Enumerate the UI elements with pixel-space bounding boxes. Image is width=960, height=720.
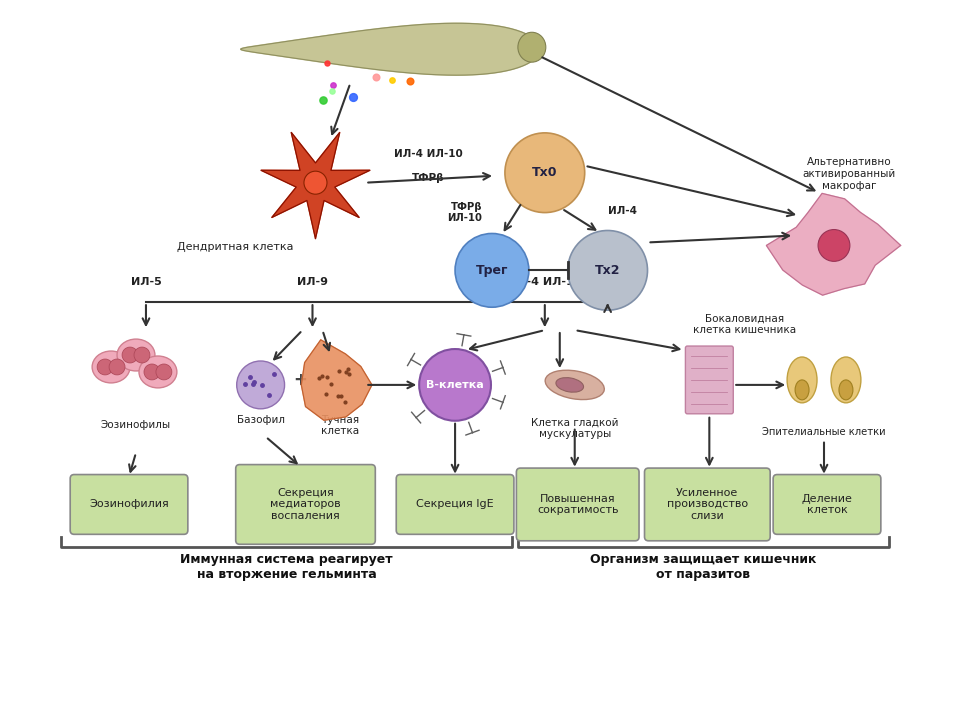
Text: Дендритная клетка: Дендритная клетка <box>178 243 294 253</box>
Text: Эозинофилы: Эозинофилы <box>101 420 171 430</box>
Circle shape <box>818 230 850 261</box>
Circle shape <box>237 361 284 409</box>
Circle shape <box>156 364 172 380</box>
Ellipse shape <box>517 32 546 62</box>
Polygon shape <box>261 132 370 238</box>
Text: ТФРβ: ТФРβ <box>412 173 444 183</box>
FancyBboxPatch shape <box>236 464 375 544</box>
Ellipse shape <box>831 357 861 402</box>
Ellipse shape <box>556 377 584 392</box>
FancyBboxPatch shape <box>644 468 770 541</box>
Text: Усиленное
производство
слизи: Усиленное производство слизи <box>667 488 748 521</box>
Circle shape <box>97 359 113 375</box>
Ellipse shape <box>545 370 604 400</box>
Text: Тучная
клетка: Тучная клетка <box>322 415 359 436</box>
Text: Деление
клеток: Деление клеток <box>802 494 852 516</box>
Polygon shape <box>241 23 540 75</box>
Text: Бокаловидная
клетка кишечника: Бокаловидная клетка кишечника <box>693 313 796 335</box>
Circle shape <box>567 230 647 310</box>
Text: Эпителиальные клетки: Эпителиальные клетки <box>762 427 886 437</box>
Polygon shape <box>301 340 372 420</box>
FancyBboxPatch shape <box>773 474 881 534</box>
Text: +: + <box>294 371 307 389</box>
Text: Трег: Трег <box>476 264 508 277</box>
Circle shape <box>304 171 327 194</box>
Circle shape <box>144 364 160 380</box>
FancyBboxPatch shape <box>516 468 639 541</box>
Text: Альтернативно
активированный
макрофаг: Альтернативно активированный макрофаг <box>803 158 896 191</box>
Text: Эозинофилия: Эозинофилия <box>89 500 169 510</box>
Text: Тх2: Тх2 <box>595 264 620 277</box>
Circle shape <box>109 359 125 375</box>
FancyBboxPatch shape <box>396 474 514 534</box>
Ellipse shape <box>117 339 155 371</box>
Text: Повышенная
сократимость: Повышенная сократимость <box>537 494 618 516</box>
Polygon shape <box>766 194 900 295</box>
Text: ТФРβ
ИЛ-10: ТФРβ ИЛ-10 <box>447 202 482 223</box>
FancyBboxPatch shape <box>685 346 733 414</box>
Text: ИЛ-9: ИЛ-9 <box>297 277 328 287</box>
Text: ИЛ-4: ИЛ-4 <box>608 206 636 215</box>
Text: Иммунная система реагирует
на вторжение гельминта: Иммунная система реагирует на вторжение … <box>180 553 393 581</box>
Circle shape <box>455 233 529 307</box>
Circle shape <box>505 133 585 212</box>
Text: ИЛ-4 ИЛ-13: ИЛ-4 ИЛ-13 <box>508 277 582 287</box>
FancyBboxPatch shape <box>70 474 188 534</box>
Circle shape <box>420 349 491 420</box>
Ellipse shape <box>139 356 177 388</box>
Circle shape <box>122 347 138 363</box>
Text: Базофил: Базофил <box>236 415 284 425</box>
Text: Клетка гладкой
мускулатуры: Клетка гладкой мускулатуры <box>531 418 618 439</box>
Circle shape <box>134 347 150 363</box>
Ellipse shape <box>787 357 817 402</box>
Text: Организм защищает кишечник
от паразитов: Организм защищает кишечник от паразитов <box>590 553 817 581</box>
Text: Секреция
медиаторов
воспаления: Секреция медиаторов воспаления <box>270 488 341 521</box>
Ellipse shape <box>795 380 809 400</box>
Text: ИЛ-5: ИЛ-5 <box>131 277 161 287</box>
Text: Секреция IgE: Секреция IgE <box>417 500 493 510</box>
Ellipse shape <box>839 380 852 400</box>
Text: Тх0: Тх0 <box>532 166 558 179</box>
Text: ИЛ-4 ИЛ-10: ИЛ-4 ИЛ-10 <box>394 149 463 159</box>
Text: В-клетка: В-клетка <box>426 380 484 390</box>
Ellipse shape <box>92 351 130 383</box>
